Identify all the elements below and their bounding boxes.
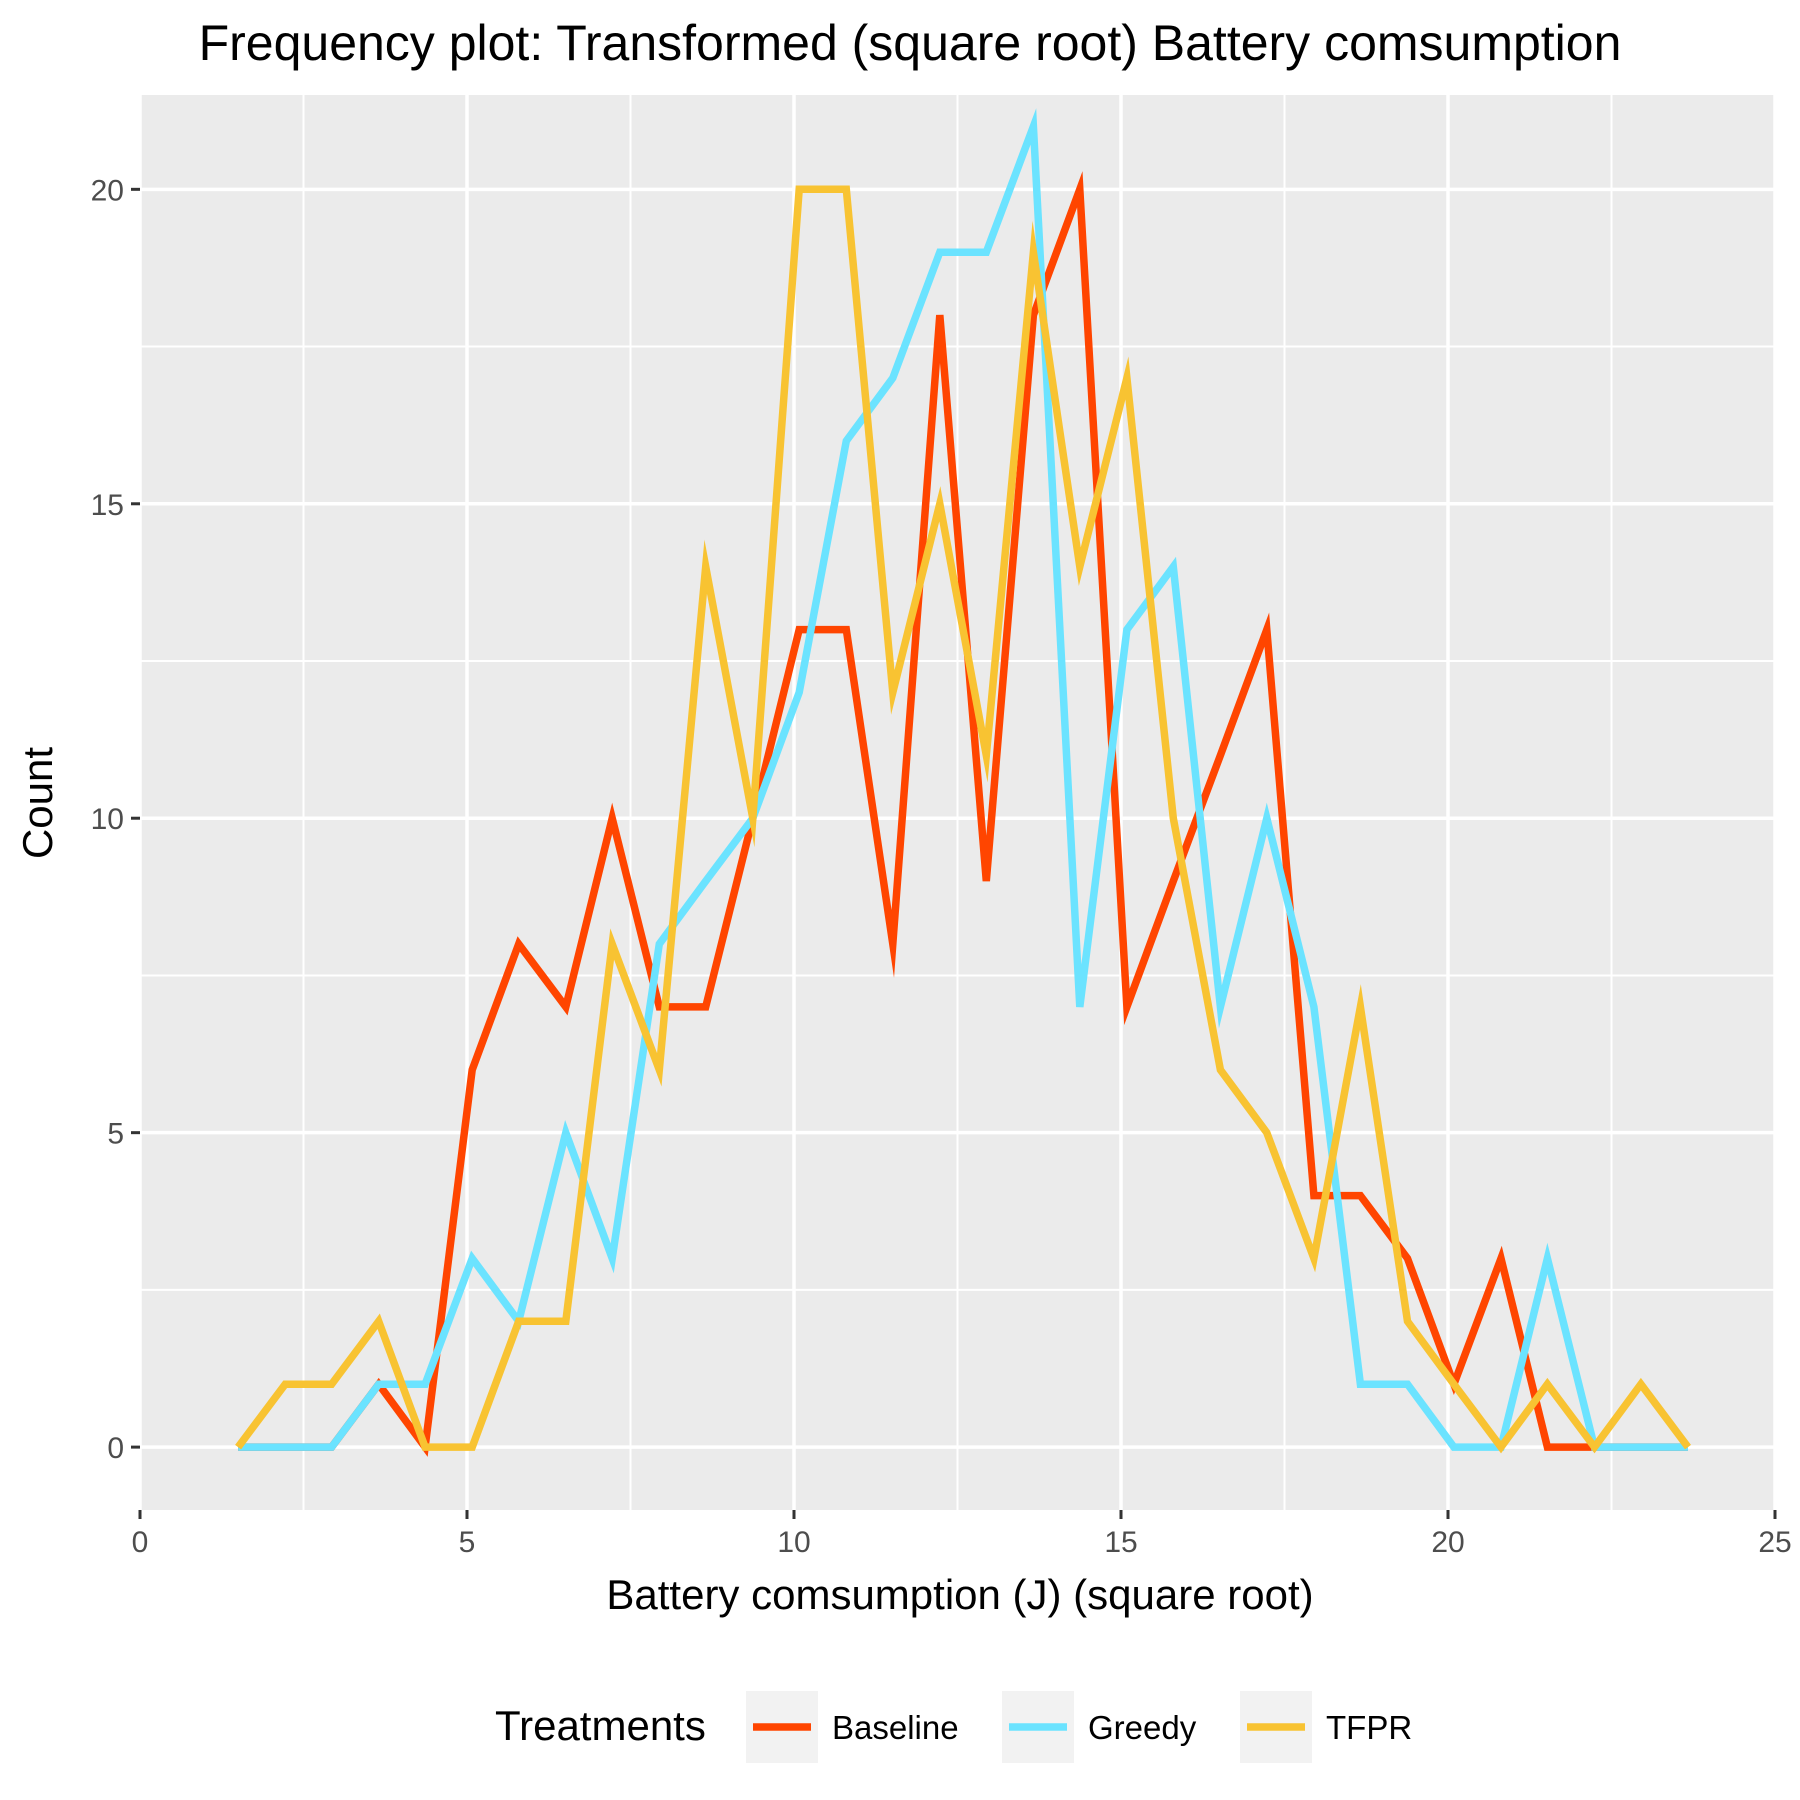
x-tick-label: 20 [1431,1526,1464,1559]
series-line-baseline [238,171,1688,1457]
y-axis: 0 5 10 15 20 [91,174,140,1465]
legend: Treatments Baseline Greedy TFPR [495,1691,1412,1763]
x-axis: 0 5 10 15 20 25 [132,1510,1792,1559]
series-line-tfpr [235,185,1692,1454]
legend-label: Baseline [832,1709,959,1746]
series-line-greedy [238,108,1688,1451]
x-tick-label: 25 [1758,1526,1791,1559]
y-tick-label: 10 [91,803,124,836]
legend-title: Treatments [495,1702,706,1749]
y-axis-title: Count [14,747,61,859]
series-lines [235,108,1692,1457]
x-tick-label: 15 [1104,1526,1137,1559]
x-tick-label: 10 [777,1526,810,1559]
x-tick-label: 0 [132,1526,149,1559]
chart-title: Frequency plot: Transformed (square root… [199,15,1622,71]
minor-gridlines [140,95,1775,1510]
y-tick-label: 20 [91,174,124,207]
legend-label: TFPR [1326,1709,1412,1746]
legend-item-tfpr: TFPR [1240,1691,1412,1763]
legend-item-baseline: Baseline [746,1691,959,1763]
y-tick-label: 15 [91,489,124,522]
x-axis-title: Battery comsumption (J) (square root) [606,1571,1313,1618]
x-tick-label: 5 [459,1526,476,1559]
legend-item-greedy: Greedy [1002,1691,1197,1763]
y-tick-label: 0 [107,1432,124,1465]
legend-label: Greedy [1088,1709,1197,1746]
y-tick-label: 5 [107,1118,124,1151]
